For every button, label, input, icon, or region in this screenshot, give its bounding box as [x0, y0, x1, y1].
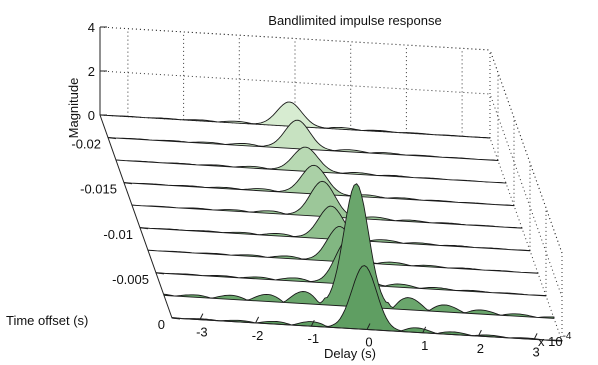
- x-tick: [199, 313, 204, 320]
- ribbon-1: [163, 183, 555, 319]
- y-tick: [155, 272, 165, 275]
- x-tick-label: 1: [421, 338, 428, 353]
- ribbon-layer: [99, 101, 563, 342]
- y-axis-title: Time offset (s): [6, 313, 88, 328]
- z-gridline-back: [99, 26, 491, 51]
- y-tick-label: 0: [158, 317, 165, 332]
- x-axis-title: Delay (s): [324, 346, 376, 361]
- x-tick: [366, 323, 371, 330]
- x-tick-label: 2: [477, 341, 484, 356]
- y-tick-label: -0.01: [103, 227, 133, 242]
- ribbon-5: [131, 180, 523, 229]
- z-gridline-right: [489, 137, 563, 342]
- ribbon-8: [107, 119, 499, 162]
- ribbon-7: [115, 146, 507, 184]
- z-tick-label: 0: [88, 108, 95, 123]
- x-tick: [255, 316, 260, 324]
- chart-title: Bandlimited impulse response: [268, 13, 441, 28]
- y-tick-label: -0.005: [112, 272, 149, 287]
- x-tick-label: 0: [365, 335, 372, 350]
- y-tick: [107, 137, 117, 140]
- x-tick: [477, 329, 482, 337]
- ribbon-0: [171, 265, 563, 342]
- x-tick-label: -3: [196, 325, 208, 340]
- axis-layer: -3 -2 -1 0 1 2 3 0 -0.005 -0.01 -0.015 -0.02 0 2 4: [71, 20, 563, 359]
- y-tick: [123, 182, 133, 185]
- z-gridline-right: [489, 49, 563, 254]
- z-gridline-right: [489, 93, 563, 298]
- y-axis-line: [99, 114, 173, 319]
- x-tick: [422, 326, 427, 334]
- grid-layer: [99, 26, 563, 342]
- x-tick-label: 3: [533, 344, 540, 359]
- x-tick: [533, 333, 538, 340]
- y-tick: [139, 227, 149, 230]
- z-axis-title: Magnitude: [66, 78, 81, 139]
- z-tick-label: 4: [88, 20, 95, 35]
- z-tick-label: 2: [88, 64, 95, 79]
- x-axis-exponent: x 10-4: [538, 331, 572, 349]
- x-tick: [310, 319, 315, 327]
- x-tick-label: -1: [308, 331, 320, 346]
- ribbon-9: [99, 101, 491, 139]
- y-tick: [171, 317, 181, 320]
- y-tick-label: -0.015: [80, 182, 117, 197]
- x-tick-label: -2: [252, 328, 264, 343]
- y-tick-label: -0.02: [71, 137, 101, 152]
